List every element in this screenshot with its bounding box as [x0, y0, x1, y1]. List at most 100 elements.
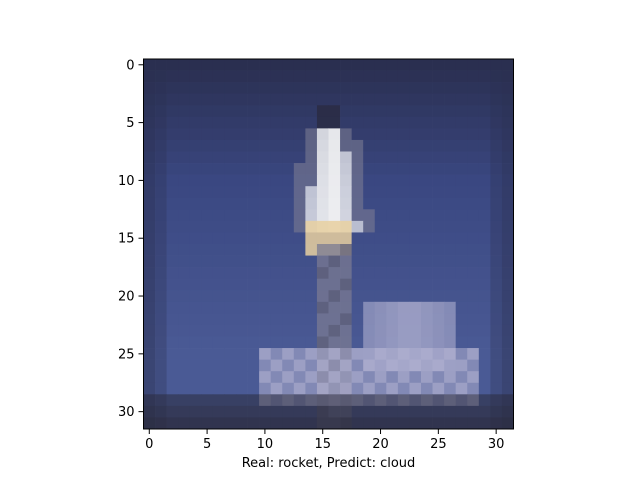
- heatmap-cell: [259, 267, 272, 280]
- heatmap-cell: [259, 324, 272, 337]
- heatmap-cell: [178, 232, 191, 245]
- heatmap-cell: [178, 278, 191, 291]
- heatmap-cell: [444, 93, 457, 106]
- heatmap-cell: [455, 70, 468, 83]
- heatmap-cell: [363, 116, 376, 129]
- heatmap-cell: [155, 116, 167, 129]
- heatmap-cell: [201, 151, 214, 164]
- heatmap-cell: [247, 209, 260, 222]
- heatmap-cell: [386, 394, 399, 407]
- heatmap-cell: [236, 405, 248, 418]
- heatmap-cell: [166, 382, 179, 395]
- heatmap-cell: [143, 93, 156, 106]
- heatmap-cell: [432, 359, 445, 372]
- heatmap-cell: [421, 244, 433, 256]
- heatmap-cell: [478, 59, 491, 71]
- heatmap-cell: [259, 290, 272, 303]
- heatmap-cell: [293, 220, 306, 233]
- heatmap-cell: [397, 151, 410, 164]
- heatmap-cell: [247, 382, 260, 395]
- heatmap-cell: [386, 267, 399, 280]
- heatmap-cell: [282, 267, 295, 280]
- heatmap-cell: [409, 197, 422, 210]
- heatmap-cell: [270, 163, 283, 175]
- heatmap-cell: [444, 359, 457, 372]
- heatmap-cell: [166, 174, 179, 187]
- heatmap-cell: [201, 174, 214, 187]
- heatmap-cell: [201, 93, 214, 106]
- heatmap-cell: [478, 163, 491, 175]
- heatmap-cell: [478, 93, 491, 106]
- heatmap-cell: [270, 93, 283, 106]
- heatmap-cell: [247, 301, 260, 314]
- heatmap-cell: [143, 174, 156, 187]
- heatmap-cell: [305, 336, 318, 349]
- heatmap-cell: [155, 324, 167, 337]
- heatmap-cell: [224, 301, 237, 314]
- heatmap-cell: [236, 70, 248, 83]
- heatmap-cell: [328, 382, 341, 395]
- heatmap-cell: [259, 244, 272, 256]
- heatmap-cell: [328, 359, 341, 372]
- heatmap-cell: [444, 163, 457, 175]
- heatmap-cell: [247, 232, 260, 245]
- heatmap-cell: [178, 116, 191, 129]
- heatmap-cell: [212, 220, 225, 233]
- heatmap-cell: [155, 163, 167, 175]
- heatmap-cell: [374, 116, 387, 129]
- heatmap-cell: [282, 371, 295, 384]
- heatmap-cell: [397, 255, 410, 268]
- heatmap-cell: [444, 371, 457, 384]
- heatmap-cell: [374, 255, 387, 268]
- heatmap-cell: [189, 151, 202, 164]
- heatmap-cell: [501, 348, 514, 360]
- heatmap-cell: [467, 405, 480, 418]
- heatmap-cell: [282, 324, 295, 337]
- heatmap-cell: [397, 70, 410, 83]
- heatmap-cell: [386, 163, 399, 175]
- heatmap-cell: [490, 348, 503, 360]
- heatmap-cell: [490, 301, 503, 314]
- heatmap-cell: [212, 174, 225, 187]
- heatmap-cell: [409, 255, 422, 268]
- heatmap-cell: [432, 70, 445, 83]
- heatmap-cell: [236, 232, 248, 245]
- heatmap-cell: [340, 163, 352, 175]
- heatmap-cell: [351, 324, 364, 337]
- heatmap-cell: [236, 220, 248, 233]
- heatmap-cell: [455, 336, 468, 349]
- heatmap-cell: [467, 139, 480, 152]
- heatmap-cell: [421, 336, 433, 349]
- heatmap-cell: [467, 348, 480, 360]
- heatmap-cell: [270, 278, 283, 291]
- heatmap-cell: [247, 244, 260, 256]
- heatmap-cell: [351, 128, 364, 141]
- heatmap-cell: [282, 197, 295, 210]
- heatmap-cell: [247, 186, 260, 199]
- heatmap-cell: [236, 186, 248, 199]
- heatmap-cell: [490, 394, 503, 407]
- heatmap-cell: [478, 209, 491, 222]
- x-tick-label: 25: [430, 437, 447, 452]
- heatmap-cell: [409, 324, 422, 337]
- heatmap-cell: [490, 139, 503, 152]
- heatmap-cell: [386, 382, 399, 395]
- heatmap-cell: [259, 116, 272, 129]
- heatmap-cell: [374, 301, 387, 314]
- heatmap-cell: [293, 174, 306, 187]
- heatmap-cell: [478, 371, 491, 384]
- heatmap-cell: [340, 278, 352, 291]
- heatmap-cell: [478, 336, 491, 349]
- heatmap-cell: [316, 371, 329, 384]
- heatmap-cell: [467, 82, 480, 95]
- heatmap-cell: [143, 382, 156, 395]
- heatmap-cell: [455, 244, 468, 256]
- heatmap-cell: [236, 301, 248, 314]
- heatmap-cell: [363, 151, 376, 164]
- heatmap-cell: [293, 59, 306, 71]
- heatmap-cell: [236, 139, 248, 152]
- heatmap-cell: [143, 186, 156, 199]
- heatmap-cell: [467, 209, 480, 222]
- heatmap-cell: [478, 359, 491, 372]
- heatmap-cell: [351, 290, 364, 303]
